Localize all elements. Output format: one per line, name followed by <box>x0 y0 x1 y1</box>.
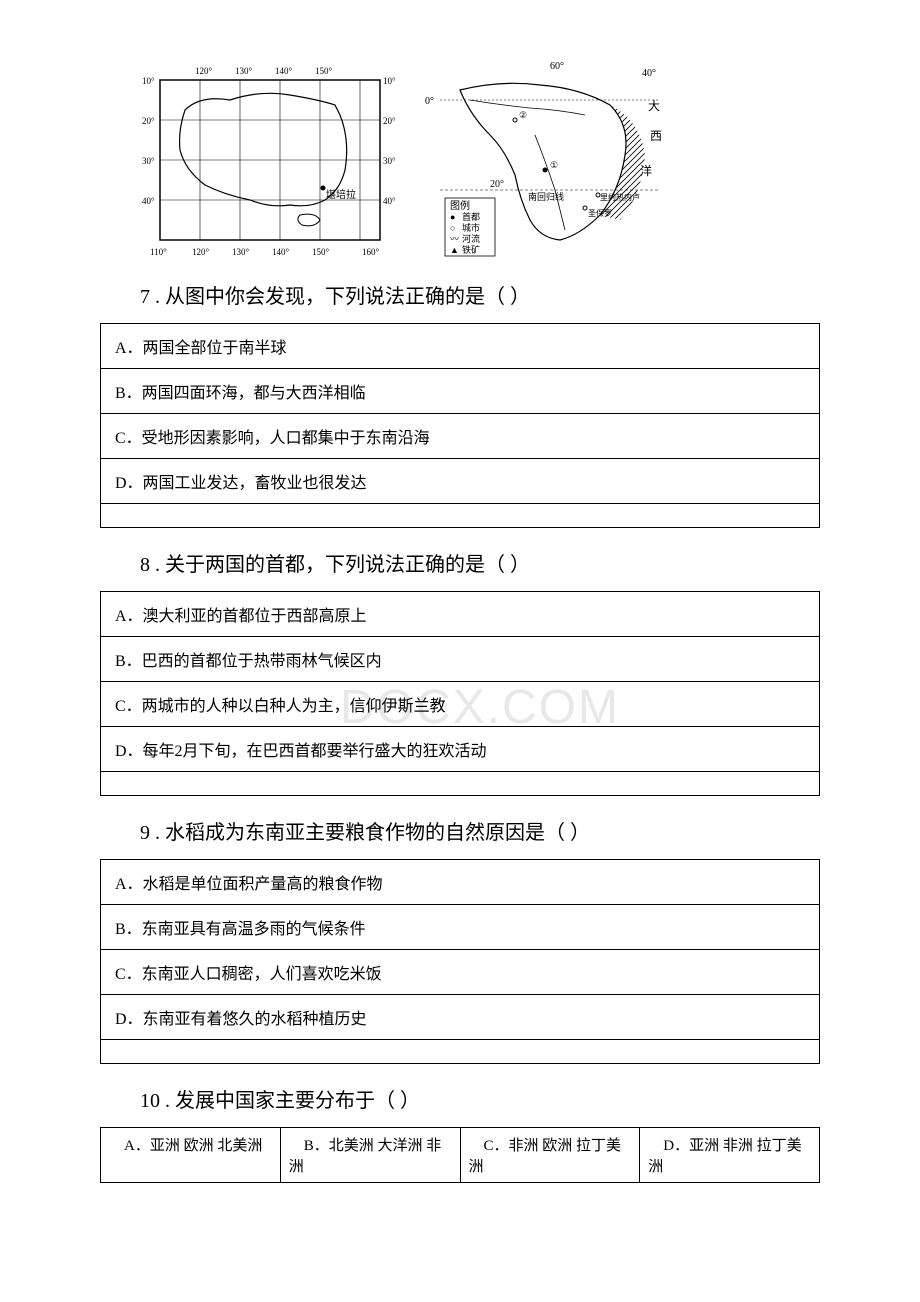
lat-r-10: 10° <box>383 76 396 86</box>
lon-bot-150: 150° <box>312 247 330 257</box>
question-8-options: A．澳大利亚的首都位于西部高原上 B．巴西的首都位于热带雨林气候区内 C．两城市… <box>100 591 820 796</box>
legend-s0: ● <box>450 212 455 222</box>
question-7-options: A．两国全部位于南半球 B．两国四面环海，都与大西洋相临 C．受地形因素影响，人… <box>100 323 820 528</box>
q9-option-b: B．东南亚具有高温多雨的气候条件 <box>101 905 820 950</box>
q10-option-a: A．亚洲 欧洲 北美洲 <box>101 1128 281 1183</box>
marker-1: ① <box>550 160 558 170</box>
lon-bot-130: 130° <box>232 247 250 257</box>
q7-option-c: C．受地形因素影响，人口都集中于东南沿海 <box>101 414 820 459</box>
lat-0: 0° <box>425 96 434 107</box>
ocean-char-2: 西 <box>650 129 662 143</box>
city-sp: 圣保罗 <box>588 208 612 218</box>
lat-20: 20° <box>490 179 504 190</box>
q9-option-a: A．水稻是单位面积产量高的粮食作物 <box>101 860 820 905</box>
lat-r-20: 20° <box>383 116 396 126</box>
q10-option-b: B．北美洲 大洋洲 非洲 <box>280 1128 460 1183</box>
legend-title: 图例 <box>450 199 470 212</box>
question-10-options: A．亚洲 欧洲 北美洲 B．北美洲 大洋洲 非洲 C．非洲 欧洲 拉丁美洲 D．… <box>100 1127 820 1183</box>
lon-bot-160: 160° <box>362 247 380 257</box>
lat-l-40: 40° <box>142 196 155 206</box>
q8-option-b: B．巴西的首都位于热带雨林气候区内 <box>101 637 820 682</box>
lon-top-130: 130° <box>235 66 253 76</box>
legend-l0: 首都 <box>462 211 480 222</box>
legend-s2: 〰 <box>450 234 459 244</box>
map-figure-container: 堪培拉 120° 130° 140° 150° 110° 120° 130° 1… <box>140 60 860 260</box>
lat-l-30: 30° <box>142 156 155 166</box>
q8-option-a: A．澳大利亚的首都位于西部高原上 <box>101 592 820 637</box>
tropic-label: 南回归线 <box>528 191 564 202</box>
canberra-label: 堪培拉 <box>326 188 356 201</box>
q8-option-d: D．每年2月下旬，在巴西首都要举行盛大的狂欢活动 <box>101 727 820 772</box>
lat-r-30: 30° <box>383 156 396 166</box>
q9-option-c: C．东南亚人口稠密，人们喜欢吃米饭 <box>101 950 820 995</box>
q7-empty <box>101 504 820 528</box>
lon-top-150: 150° <box>315 66 333 76</box>
legend-s1: ○ <box>450 223 455 233</box>
legend-l3: 铁矿 <box>462 244 480 255</box>
q10-option-d: D．亚洲 非洲 拉丁美洲 <box>640 1128 820 1183</box>
legend-l1: 城市 <box>462 222 480 233</box>
lon-bot-120: 120° <box>192 247 210 257</box>
lon-40: 40° <box>642 68 656 79</box>
lon-bot-140: 140° <box>272 247 290 257</box>
lon-bot-110: 110° <box>150 247 167 257</box>
ocean-char-3: 洋 <box>640 163 652 178</box>
question-8-text: 8 . 关于两国的首都，下列说法正确的是（ ） <box>140 548 860 577</box>
lat-l-10: 10° <box>142 76 155 86</box>
brazil-map: ① ② 60° 40° 0° 20° 南回归线 大 西 洋 里约热内卢 圣保罗 … <box>420 60 680 260</box>
q9-empty <box>101 1040 820 1064</box>
lon-60: 60° <box>550 61 564 72</box>
q9-option-d: D．东南亚有着悠久的水稻种植历史 <box>101 995 820 1040</box>
question-7-text: 7 . 从图中你会发现，下列说法正确的是（ ） <box>140 280 860 309</box>
q7-option-a: A．两国全部位于南半球 <box>101 324 820 369</box>
marker-2: ② <box>519 110 527 120</box>
legend-s3: ▲ <box>450 245 459 255</box>
question-10-text: 10 . 发展中国家主要分布于（ ） <box>140 1084 860 1113</box>
q7-option-d: D．两国工业发达，畜牧业也很发达 <box>101 459 820 504</box>
city-rio: 里约热内卢 <box>600 192 640 202</box>
q8-option-c: C．两城市的人种以白种人为主，信仰伊斯兰教 <box>101 682 820 727</box>
lon-top-140: 140° <box>275 66 293 76</box>
page-wrapper: DOCX.COM 堪培拉 120° 130° 140° 150° 110° 12… <box>60 60 860 1183</box>
lat-r-40: 40° <box>383 196 396 206</box>
ocean-char-1: 大 <box>648 99 660 113</box>
q8-empty <box>101 772 820 796</box>
q7-option-b: B．两国四面环海，都与大西洋相临 <box>101 369 820 414</box>
australia-map: 堪培拉 120° 130° 140° 150° 110° 120° 130° 1… <box>140 60 400 260</box>
q10-option-c: C．非洲 欧洲 拉丁美洲 <box>460 1128 640 1183</box>
question-9-text: 9 . 水稻成为东南亚主要粮食作物的自然原因是（ ） <box>140 816 860 845</box>
legend-l2: 河流 <box>462 233 480 244</box>
question-9-options: A．水稻是单位面积产量高的粮食作物 B．东南亚具有高温多雨的气候条件 C．东南亚… <box>100 859 820 1064</box>
lat-l-20: 20° <box>142 116 155 126</box>
lon-top-120: 120° <box>195 66 213 76</box>
